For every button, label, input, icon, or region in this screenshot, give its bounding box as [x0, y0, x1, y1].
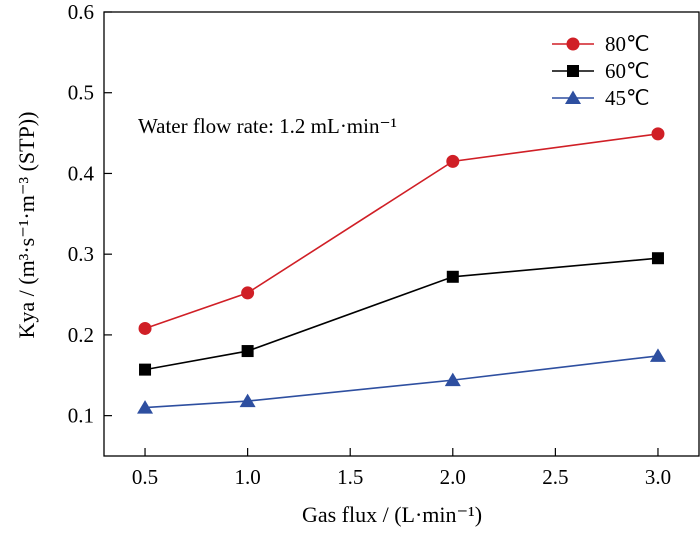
x-tick-label: 2.5 [542, 465, 568, 489]
legend-item: 80℃ [552, 32, 650, 56]
y-tick-label: 0.3 [68, 242, 94, 266]
data-point-circle [241, 286, 255, 300]
data-point-triangle [239, 393, 256, 408]
x-axis-label: Gas flux / (L·min⁻¹) [302, 502, 482, 527]
legend-marker [567, 65, 579, 77]
x-tick-label: 1.5 [337, 465, 363, 489]
x-tick-label: 1.0 [234, 465, 260, 489]
x-tick-label: 0.5 [132, 465, 158, 489]
legend-label: 80℃ [605, 32, 650, 56]
series-line [144, 355, 659, 409]
y-tick-label: 0.6 [68, 0, 94, 24]
annotation-text: Water flow rate: 1.2 mL·min⁻¹ [138, 114, 397, 138]
axis-ticks: 0.5 1.0 1.5 2.0 2.5 3.0 0.1 0.2 0.3 0.4 0.5 0.6 [68, 0, 671, 489]
series-1 [139, 252, 664, 376]
legend-item: 60℃ [552, 59, 650, 83]
x-tick-label: 2.0 [440, 465, 466, 489]
legend: 80℃ 60℃ 45℃ [552, 32, 650, 110]
data-point-circle [651, 127, 665, 141]
series-line [144, 257, 659, 371]
y-tick-label: 0.1 [68, 404, 94, 428]
data-point-triangle [649, 348, 666, 362]
y-axis-label: Kya / (m³·s⁻¹·m⁻³ (STP)) [14, 112, 39, 339]
data-point-square [651, 252, 664, 265]
legend-label: 60℃ [605, 59, 650, 83]
legend-marker [566, 37, 580, 51]
data-point-circle [446, 154, 460, 168]
plot-frame [103, 11, 700, 457]
data-point-square [446, 270, 459, 283]
legend-marker [565, 90, 581, 104]
data-point-square [241, 345, 254, 358]
data-point-triangle [137, 400, 154, 414]
legend-item: 45℃ [552, 86, 650, 110]
data-point-square [139, 363, 152, 376]
data-point-circle [138, 321, 152, 335]
series-0 [138, 127, 665, 335]
x-tick-label: 3.0 [645, 465, 671, 489]
y-tick-label: 0.5 [68, 81, 94, 105]
series-2 [137, 348, 666, 414]
series-layer [137, 127, 666, 414]
data-point-triangle [444, 372, 461, 387]
series-line [144, 133, 659, 330]
y-tick-label: 0.2 [68, 323, 94, 347]
legend-label: 45℃ [605, 86, 650, 110]
y-tick-label: 0.4 [68, 161, 95, 185]
